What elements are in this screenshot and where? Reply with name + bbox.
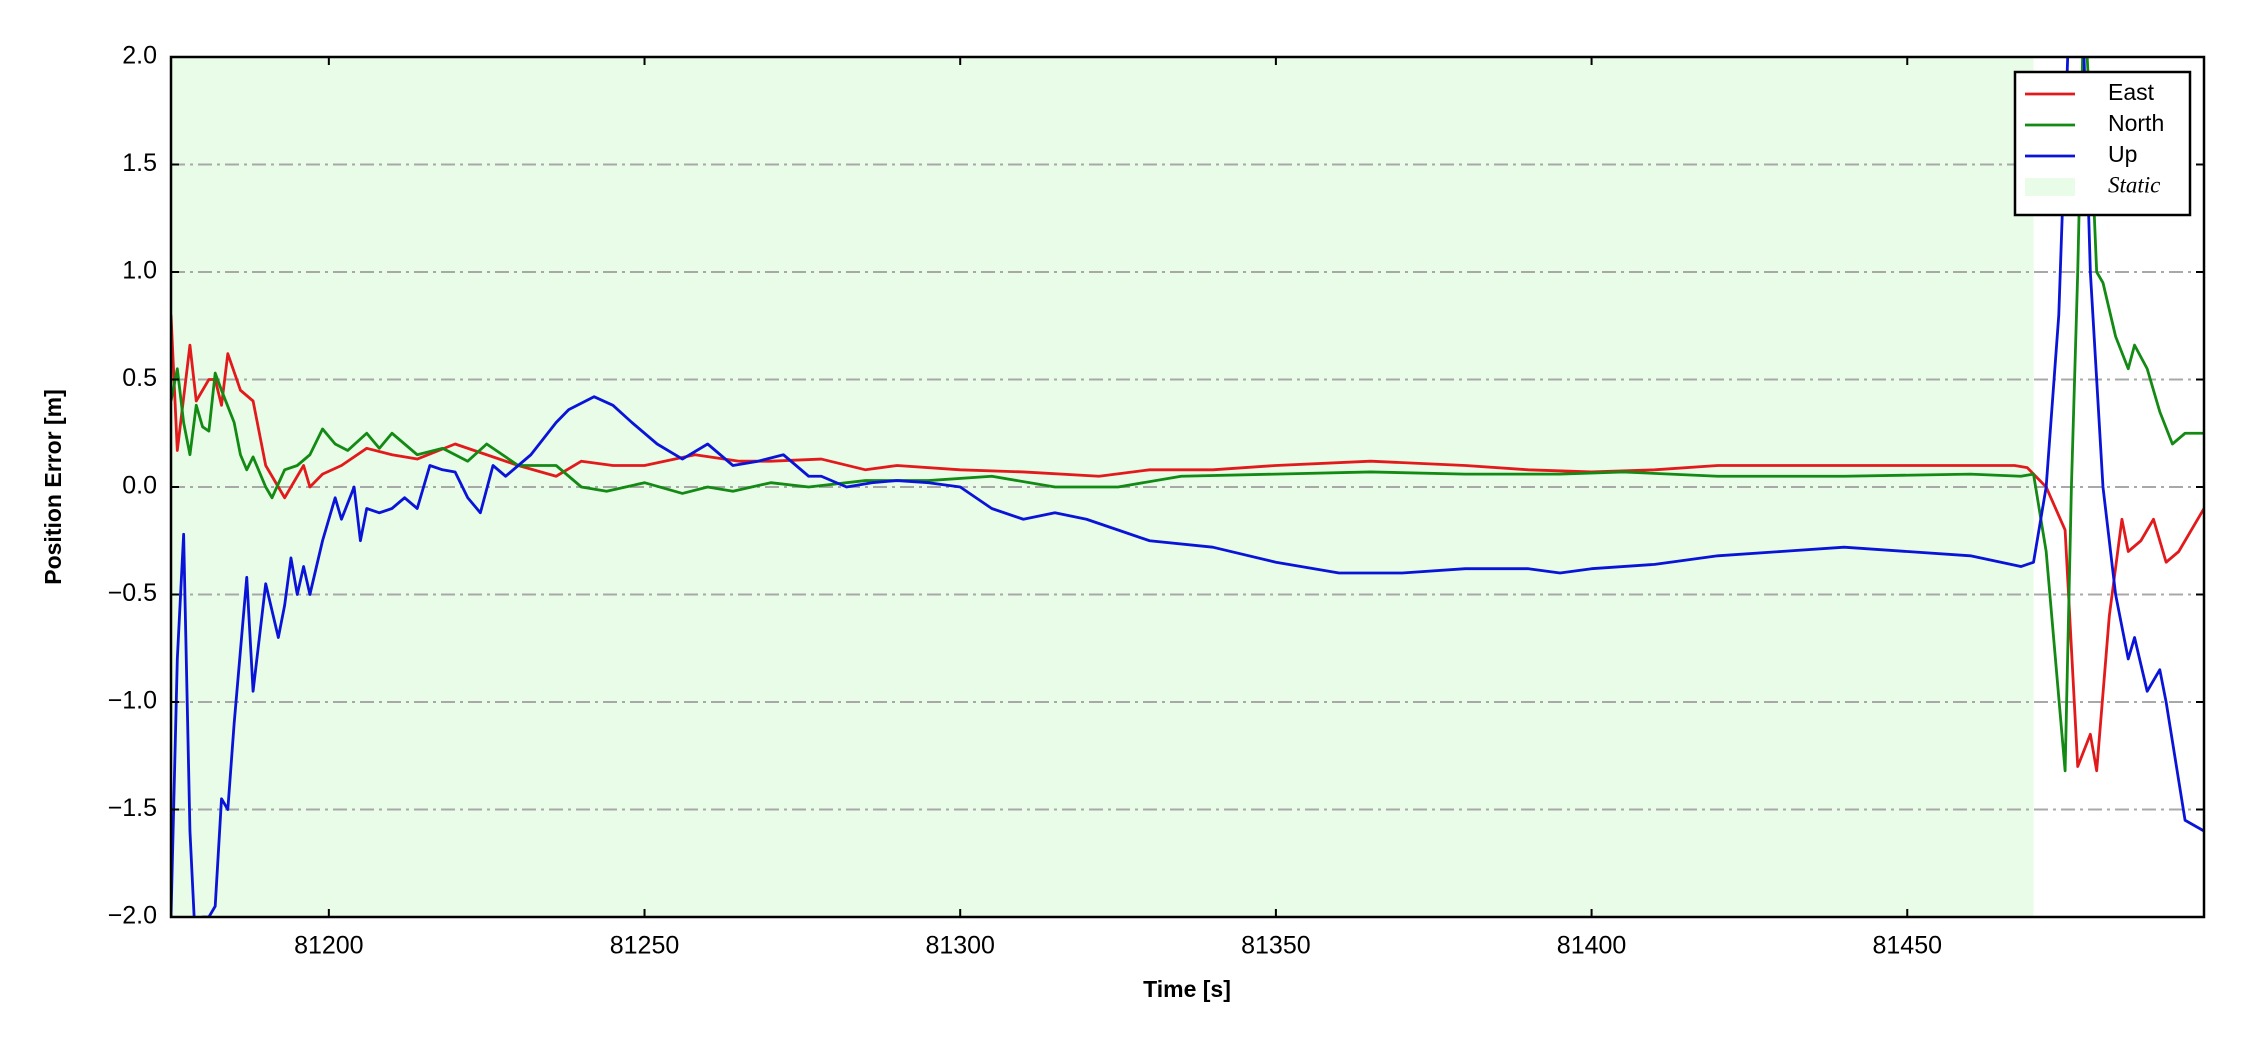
x-tick-label: 81400 xyxy=(1557,932,1627,960)
legend-label: Up xyxy=(2108,141,2137,167)
legend-label: East xyxy=(2108,79,2155,105)
y-tick-label: −1.0 xyxy=(108,687,157,715)
y-tick-label: 1.5 xyxy=(122,149,157,177)
x-tick-label: 81450 xyxy=(1872,932,1942,960)
y-tick-label: 1.0 xyxy=(122,257,157,285)
y-tick-label: 0.0 xyxy=(122,472,157,500)
y-tick-label: 0.5 xyxy=(122,364,157,392)
x-tick-label: 81250 xyxy=(610,932,680,960)
y-tick-label: −1.5 xyxy=(108,794,157,822)
series-line xyxy=(171,314,2204,773)
x-tick-label: 81350 xyxy=(1241,932,1311,960)
legend-label: Static xyxy=(2108,172,2160,197)
y-tick-label: −2.0 xyxy=(108,902,157,930)
x-tick-label: 81200 xyxy=(294,932,364,960)
y-tick-label: −0.5 xyxy=(108,579,157,607)
y-tick-label: 2.0 xyxy=(122,42,157,70)
y-axis-title: Position Error [m] xyxy=(40,389,66,585)
x-axis-title: Time [s] xyxy=(1143,976,1231,1002)
legend-label: North xyxy=(2108,110,2164,136)
legend-swatch xyxy=(2025,178,2075,196)
x-tick-label: 81300 xyxy=(925,932,995,960)
series-line xyxy=(171,57,2204,917)
